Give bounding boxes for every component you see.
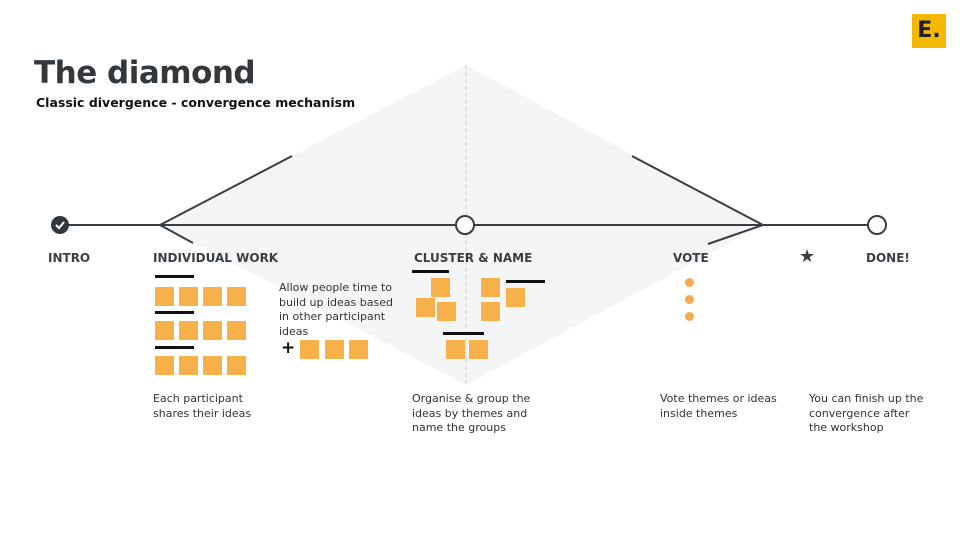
build-up-description: Allow people time to build up ideas base…: [279, 281, 393, 338]
star-icon: ★: [799, 246, 816, 267]
page-subtitle: Classic divergence - convergence mechani…: [36, 95, 356, 110]
converge-lines: [631, 155, 766, 245]
done-description: You can finish up the convergence after …: [809, 392, 924, 434]
cluster-node: [455, 215, 475, 235]
done-node: [867, 215, 887, 235]
vote-description: Vote themes or ideas inside themes: [660, 392, 777, 420]
stage-done: DONE!: [866, 251, 910, 265]
intro-check-icon: [51, 216, 69, 234]
cluster-description: Organise & group the ideas by themes and…: [412, 392, 531, 434]
stage-intro: INTRO: [48, 251, 91, 265]
page-title: The diamond: [34, 55, 256, 91]
diverge-lines: [157, 155, 293, 244]
individual-description: Each participant shares their ideas: [153, 392, 252, 420]
stage-vote: VOTE: [673, 251, 709, 265]
stage-cluster-name: CLUSTER & NAME: [414, 251, 533, 265]
logo: E.: [912, 14, 946, 48]
plus-icon: +: [281, 338, 296, 358]
stage-individual-work: INDIVIDUAL WORK: [153, 251, 279, 265]
